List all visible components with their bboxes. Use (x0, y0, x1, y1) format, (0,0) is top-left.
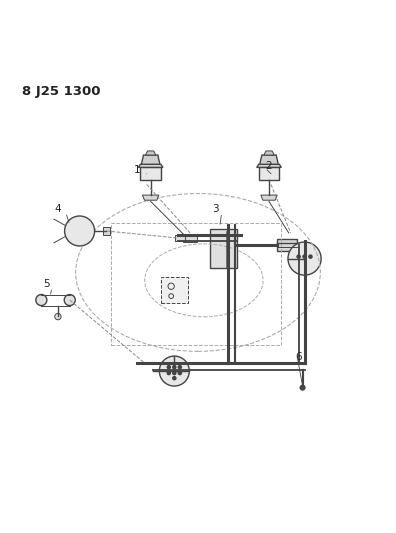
Circle shape (167, 366, 170, 369)
Polygon shape (138, 164, 163, 167)
Circle shape (300, 385, 305, 390)
Polygon shape (143, 195, 159, 200)
Polygon shape (277, 239, 297, 251)
Circle shape (178, 366, 181, 369)
Text: 6: 6 (295, 352, 302, 362)
Bar (210, 229, 238, 269)
Text: 1: 1 (133, 165, 140, 175)
Circle shape (55, 313, 61, 320)
Circle shape (173, 377, 176, 379)
Polygon shape (175, 235, 185, 241)
Text: 4: 4 (55, 204, 61, 214)
Circle shape (288, 242, 321, 275)
Text: 5: 5 (43, 279, 50, 289)
Polygon shape (141, 155, 160, 164)
Text: 3: 3 (212, 204, 219, 214)
Circle shape (65, 216, 95, 246)
Polygon shape (145, 151, 156, 155)
Polygon shape (257, 164, 281, 167)
Polygon shape (141, 167, 161, 180)
Text: 8 J25 1300: 8 J25 1300 (23, 85, 101, 98)
Polygon shape (103, 227, 110, 235)
Polygon shape (260, 155, 278, 164)
Circle shape (297, 255, 300, 258)
Circle shape (178, 372, 181, 375)
Circle shape (36, 295, 47, 305)
Circle shape (303, 255, 306, 258)
Polygon shape (183, 233, 197, 242)
Circle shape (159, 356, 189, 386)
Circle shape (167, 372, 170, 375)
Polygon shape (264, 151, 274, 155)
Circle shape (173, 366, 176, 369)
Circle shape (64, 295, 75, 305)
Polygon shape (261, 195, 277, 200)
Circle shape (173, 372, 176, 375)
Text: 2: 2 (266, 161, 272, 171)
Polygon shape (259, 167, 279, 180)
Bar (111, 223, 281, 345)
Bar (161, 277, 188, 303)
Circle shape (309, 255, 312, 258)
